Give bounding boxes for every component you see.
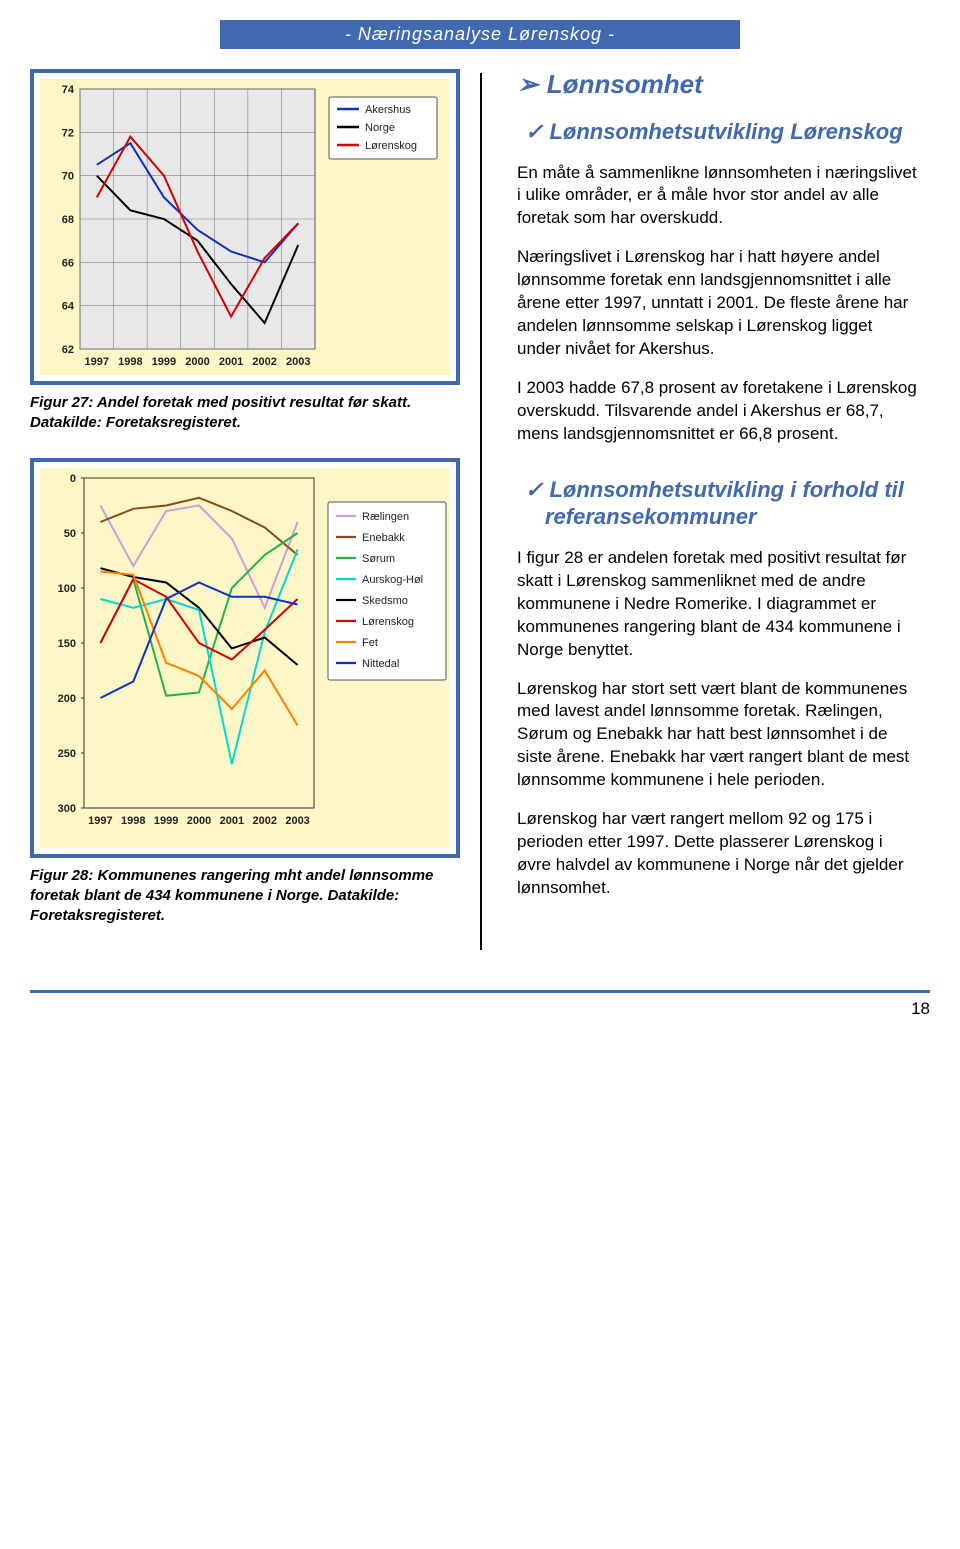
figure-1-caption: Figur 27: Andel foretak med positivt res…: [30, 393, 460, 434]
svg-text:Norge: Norge: [365, 122, 395, 134]
svg-text:2000: 2000: [185, 356, 209, 368]
svg-text:2000: 2000: [187, 815, 211, 827]
chart-2: 0 50 100 150 200 250 300 1997 1998 1999 2000 2001 20…: [40, 468, 448, 848]
section-title-text: Lønnsomhet: [547, 69, 703, 99]
paragraph: Lørenskog har stort sett vært blant de k…: [517, 678, 920, 793]
paragraph: I 2003 hadde 67,8 prosent av foretakene …: [517, 377, 920, 446]
svg-text:64: 64: [62, 301, 75, 313]
page-number: 18: [911, 999, 930, 1018]
svg-text:200: 200: [58, 693, 76, 705]
svg-text:1997: 1997: [85, 356, 109, 368]
svg-text:0: 0: [70, 473, 76, 485]
svg-text:Lørenskog: Lørenskog: [365, 140, 417, 152]
svg-text:2001: 2001: [219, 356, 243, 368]
svg-text:Nittedal: Nittedal: [362, 658, 399, 670]
svg-text:1998: 1998: [121, 815, 145, 827]
svg-text:62: 62: [62, 344, 74, 356]
svg-text:1998: 1998: [118, 356, 142, 368]
svg-text:100: 100: [58, 583, 76, 595]
paragraph: En måte å sammenlikne lønnsomheten i nær…: [517, 162, 920, 231]
subsection-1-label: Lønnsomhetsutvikling Lørenskog: [549, 119, 902, 144]
svg-text:2001: 2001: [220, 815, 244, 827]
svg-text:Rælingen: Rælingen: [362, 511, 409, 523]
header-banner: - Næringsanalyse Lørenskog -: [220, 20, 740, 49]
column-divider: [480, 73, 482, 950]
svg-text:Fet: Fet: [362, 637, 378, 649]
svg-text:Akershus: Akershus: [365, 104, 411, 116]
svg-text:68: 68: [62, 214, 74, 226]
footer: 18: [30, 990, 930, 1019]
svg-text:1997: 1997: [88, 815, 112, 827]
svg-text:74: 74: [62, 84, 75, 96]
svg-text:72: 72: [62, 127, 74, 139]
right-column: ➢Lønnsomhet ✓Lønnsomhetsutvikling Lørens…: [502, 69, 930, 950]
chart-2-frame: 0 50 100 150 200 250 300 1997 1998 1999 2000 2001 20…: [30, 458, 460, 858]
svg-text:Skedsmo: Skedsmo: [362, 595, 408, 607]
svg-text:Enebakk: Enebakk: [362, 532, 405, 544]
svg-text:1999: 1999: [154, 815, 178, 827]
subsection-1-title: ✓Lønnsomhetsutvikling Lørenskog: [517, 118, 920, 146]
section-title: ➢Lønnsomhet: [517, 69, 920, 100]
chart-1: 62 64 66 68 70 72 74 1997 1998 1999 2000 2001 2002 20…: [40, 79, 448, 375]
svg-text:70: 70: [62, 171, 74, 183]
left-column: 6264666870727419971998199920002001200220…: [30, 69, 460, 950]
svg-text:1999: 1999: [152, 356, 176, 368]
svg-text:66: 66: [62, 257, 74, 269]
paragraph: I figur 28 er andelen foretak med positi…: [517, 547, 920, 662]
svg-text:2003: 2003: [286, 356, 310, 368]
svg-text:2002: 2002: [252, 356, 276, 368]
svg-text:150: 150: [58, 638, 76, 650]
svg-text:Sørum: Sørum: [362, 553, 395, 565]
svg-text:50: 50: [64, 528, 76, 540]
svg-text:300: 300: [58, 803, 76, 815]
paragraph: Næringslivet i Lørenskog har i hatt høye…: [517, 246, 920, 361]
paragraph: Lørenskog har vært rangert mellom 92 og …: [517, 808, 920, 900]
figure-2-caption: Figur 28: Kommunenes rangering mht andel…: [30, 866, 460, 927]
svg-text:Lørenskog: Lørenskog: [362, 616, 414, 628]
svg-text:250: 250: [58, 748, 76, 760]
subsection-2-label: Lønnsomhetsutvikling i forhold til refer…: [545, 477, 904, 530]
svg-text:2002: 2002: [252, 815, 276, 827]
svg-text:2003: 2003: [285, 815, 309, 827]
svg-text:Aurskog-Høl: Aurskog-Høl: [362, 574, 423, 586]
subsection-2-title: ✓Lønnsomhetsutvikling i forhold til refe…: [517, 476, 920, 531]
chart-1-frame: 62 64 66 68 70 72 74 1997 1998 1999 2000 2001 2002 20…: [30, 69, 460, 385]
